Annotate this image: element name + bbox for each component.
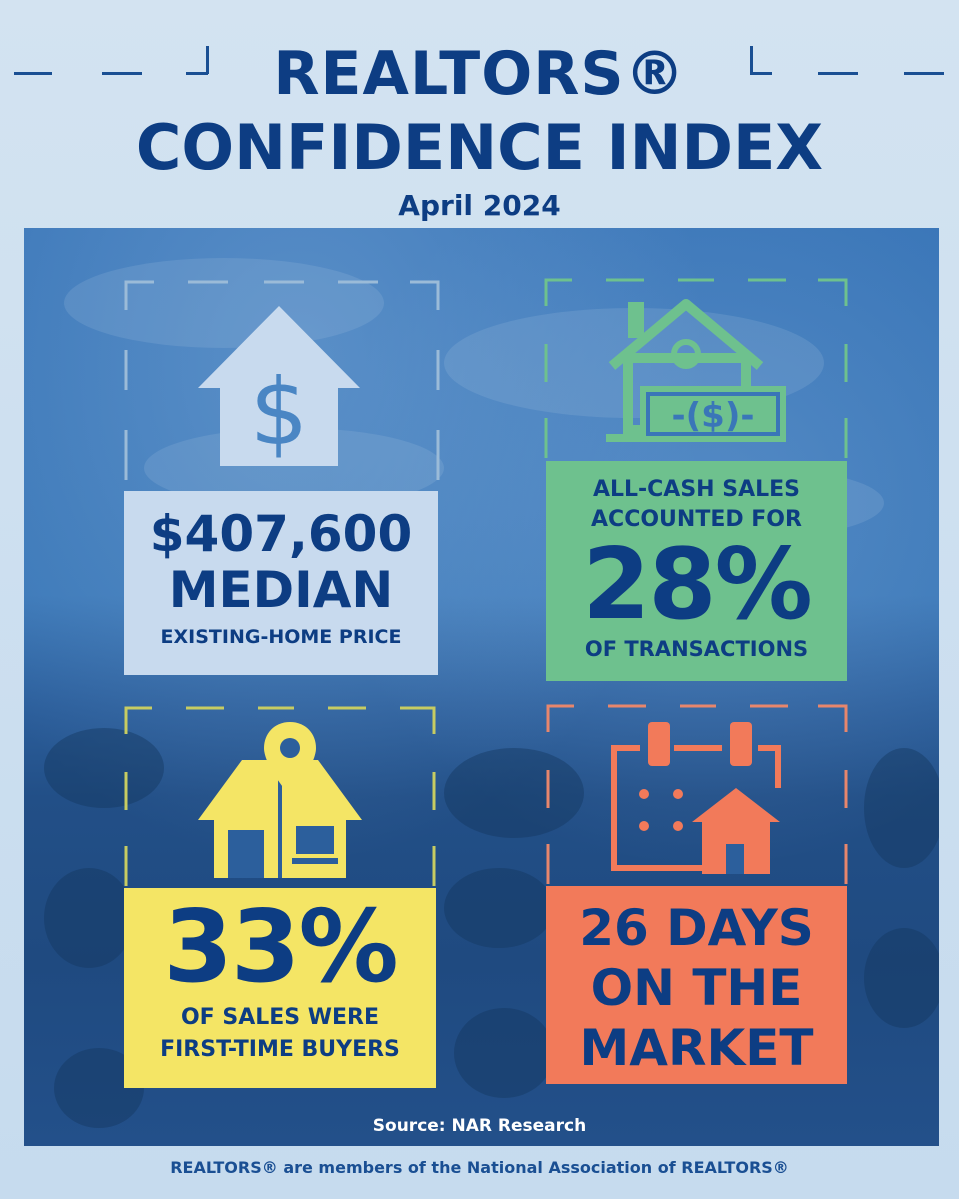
days-line-3: MARKET <box>579 1019 814 1077</box>
decorative-dash <box>14 72 52 75</box>
dashed-frame <box>124 706 436 892</box>
days-line-2: ON THE <box>590 959 803 1017</box>
decorative-dash <box>904 72 944 75</box>
decorative-dash <box>818 72 858 75</box>
svg-text:$: $ <box>250 359 309 466</box>
all-cash-value: 28% <box>582 528 813 642</box>
days-line-1: 26 DAYS <box>579 899 814 957</box>
decorative-dash <box>750 46 753 74</box>
house-cash-icon: -($)- <box>604 296 788 446</box>
median-price-panel: $407,600 MEDIAN EXISTING-HOME PRICE <box>124 491 438 675</box>
all-cash-caption: OF TRANSACTIONS <box>584 637 809 661</box>
dashed-frame <box>544 278 848 464</box>
decorative-dash <box>206 46 209 74</box>
all-cash-sales-panel: ALL-CASH SALES ACCOUNTED FOR 28% OF TRAN… <box>546 461 847 681</box>
house-location-pin-icon <box>196 720 364 884</box>
page-subtitle: April 2024 <box>398 189 561 222</box>
dashed-frame <box>546 704 848 890</box>
first-time-value: 33% <box>163 888 398 1005</box>
footer-disclaimer: REALTORS® are members of the National As… <box>170 1158 789 1177</box>
page-title-line-2: CONFIDENCE INDEX <box>135 111 824 184</box>
first-time-caption-2: FIRST-TIME BUYERS <box>160 1037 400 1062</box>
all-cash-lead: ALL-CASH SALES ACCOUNTED FOR <box>591 477 802 532</box>
decorative-dash <box>750 72 772 75</box>
svg-text:-($)-: -($)- <box>672 396 755 436</box>
calendar-house-icon <box>610 718 786 876</box>
first-time-caption-1: OF SALES WERE <box>180 1005 380 1030</box>
days-on-market-panel: 26 DAYS ON THE MARKET <box>546 886 847 1084</box>
page-title-line-1: REALTORS® <box>273 39 686 109</box>
decorative-dash <box>186 72 208 75</box>
house-dollar-icon: $ <box>196 304 362 468</box>
median-label: MEDIAN <box>168 561 394 619</box>
first-time-buyers-panel: 33% OF SALES WERE FIRST-TIME BUYERS <box>124 888 436 1088</box>
source-credit: Source: NAR Research <box>372 1116 587 1136</box>
decorative-dash <box>102 72 142 75</box>
median-caption: EXISTING-HOME PRICE <box>160 626 402 648</box>
median-price-value: $407,600 <box>149 505 413 563</box>
dashed-frame <box>124 280 440 494</box>
